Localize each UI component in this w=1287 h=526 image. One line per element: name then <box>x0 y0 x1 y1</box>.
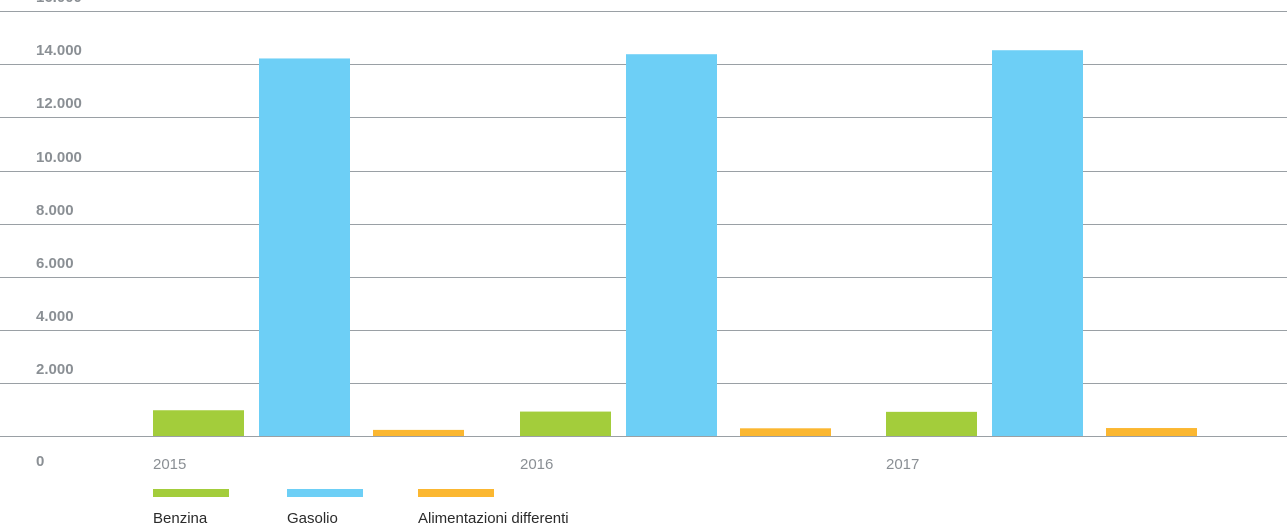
y-tick-label: 12.000 <box>36 95 82 112</box>
y-tick-label: 16.000 <box>36 0 82 6</box>
bar-alimentazioni-differenti-2015 <box>373 429 464 436</box>
bar-gasolio-2015 <box>259 58 350 437</box>
x-tick-label: 2015 <box>153 456 186 473</box>
bar-benzina-2016 <box>520 411 611 436</box>
bar-benzina-2017 <box>886 411 977 436</box>
y-tick-label: 6.000 <box>36 255 74 272</box>
legend: Benzina Gasolio Alimentazioni differenti <box>153 489 569 526</box>
y-tick-label: 0 <box>36 453 44 470</box>
legend-swatch-gasolio <box>287 489 363 497</box>
y-tick-label: 14.000 <box>36 42 82 59</box>
bar-alimentazioni-differenti-2017 <box>1106 428 1197 436</box>
legend-swatch-benzina <box>153 489 229 497</box>
x-tick-label: 2017 <box>886 456 919 473</box>
y-tick-label: 2.000 <box>36 361 74 378</box>
bar-alimentazioni-differenti-2016 <box>740 428 831 436</box>
legend-label-alimentazioni-differenti: Alimentazioni differenti <box>418 510 569 526</box>
y-tick-label: 10.000 <box>36 149 82 166</box>
bars <box>153 50 1197 437</box>
x-axis-tick-labels: 2015 2016 2017 <box>153 456 919 473</box>
x-tick-label: 2016 <box>520 456 553 473</box>
legend-label-gasolio: Gasolio <box>287 510 338 526</box>
bar-gasolio-2017 <box>992 50 1083 436</box>
bar-gasolio-2016 <box>626 54 717 436</box>
y-tick-label: 8.000 <box>36 202 74 219</box>
legend-label-benzina: Benzina <box>153 510 208 526</box>
y-tick-label: 4.000 <box>36 308 74 325</box>
bar-benzina-2015 <box>153 410 244 436</box>
y-axis-tick-labels: 0 2.000 4.000 6.000 8.000 10.000 12.000 14.000 1… <box>36 0 82 470</box>
legend-swatch-alimentazioni-differenti <box>418 489 494 497</box>
